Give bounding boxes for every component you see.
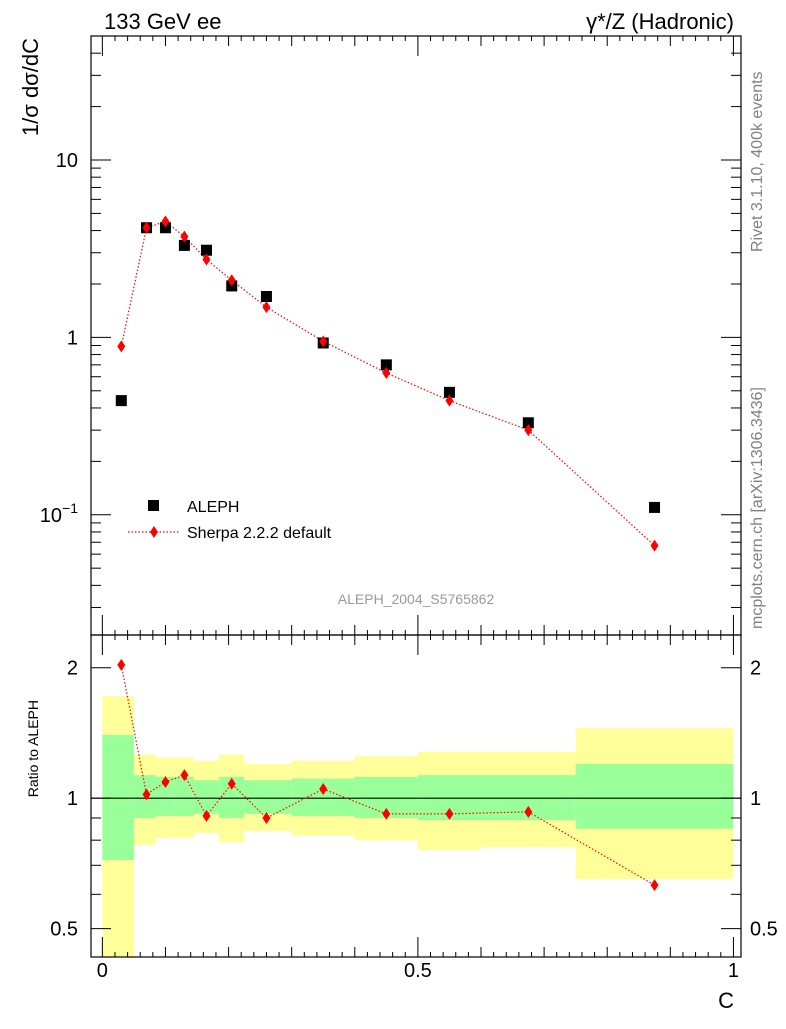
ratio-xtick-label-0: 0 xyxy=(97,960,108,982)
ratio-sherpa-point-8 xyxy=(382,807,391,820)
aleph-point-9 xyxy=(443,386,455,398)
ratio-sherpa-point-9 xyxy=(445,807,454,820)
sherpa-point-8 xyxy=(382,366,391,379)
legend: ALEPH Sherpa 2.2.2 default xyxy=(128,499,332,542)
legend-marker-sherpa xyxy=(150,526,158,538)
legend-label-aleph: ALEPH xyxy=(187,499,239,516)
aleph-point-3 xyxy=(178,239,190,251)
header-left: 133 GeV ee xyxy=(104,9,221,34)
legend-label-sherpa: Sherpa 2.2.2 default xyxy=(187,525,332,542)
green-band-6 xyxy=(244,780,292,814)
ratio-sherpa-point-2 xyxy=(161,775,170,788)
green-band-0 xyxy=(102,734,134,860)
sherpa-line xyxy=(120,220,655,547)
main-plot: 10 1 10−1 ALEPH_2004_S5765862 1/σ dσ/dC AL… xyxy=(18,35,742,636)
ratio-sherpa-point-4 xyxy=(202,809,211,822)
main-ytick-label-1: 1 xyxy=(67,327,78,349)
ratio-ytick-label-left-1: 1 xyxy=(67,788,78,810)
main-ylabel: 1/σ dσ/dC xyxy=(18,38,43,136)
aleph-point-0 xyxy=(115,395,127,407)
ratio-xlabel: C xyxy=(718,988,734,1013)
sherpa-point-11 xyxy=(650,539,659,552)
sherpa-point-5 xyxy=(227,274,236,287)
aleph-point-4 xyxy=(200,244,212,256)
main-ytick-label-2: 10−1 xyxy=(40,500,78,527)
ratio-sherpa-point-5 xyxy=(227,777,236,790)
side-label-rivet: Rivet 3.1.10, 400k events xyxy=(749,71,766,252)
sherpa-point-3 xyxy=(180,230,189,243)
sherpa-point-2 xyxy=(161,215,170,228)
ratio-sherpa-point-6 xyxy=(262,812,271,825)
sherpa-point-10 xyxy=(524,424,533,437)
sherpa-point-0 xyxy=(117,340,126,353)
ratio-ytick-label-right-1: 1 xyxy=(750,788,761,810)
ratio-ytick-label-left-2: 0.5 xyxy=(50,919,78,941)
aleph-point-11 xyxy=(649,501,661,513)
ratio-sherpa-point-1 xyxy=(142,788,151,801)
sherpa-point-7 xyxy=(319,335,328,348)
ratio-ylabel: Ratio to ALEPH xyxy=(25,700,41,797)
main-axes-layer: 10 1 10−1 xyxy=(40,35,742,636)
main-data-layer xyxy=(115,215,661,552)
aleph-point-6 xyxy=(260,291,272,303)
sherpa-point-1 xyxy=(142,221,151,234)
sherpa-point-6 xyxy=(262,301,271,314)
ratio-sherpa-line xyxy=(120,664,655,886)
ratio-ytick-label-right-2: 0.5 xyxy=(750,919,778,941)
ratio-ytick-label-right-0: 2 xyxy=(750,658,761,680)
ratio-sherpa-point-3 xyxy=(180,769,189,782)
ratio-ytick-label-left-0: 2 xyxy=(67,658,78,680)
ratio-sherpa-point-10 xyxy=(524,805,533,818)
ratio-data-layer xyxy=(91,658,741,957)
ratio-plot: 2 2 1 1 0.5 0.5 0 0.5 1 Ratio to ALEPH C xyxy=(25,634,778,1013)
ratio-axes-layer: 2 2 1 1 0.5 0.5 0 0.5 1 xyxy=(50,634,778,982)
sherpa-point-9 xyxy=(445,394,454,407)
aleph-point-2 xyxy=(159,222,171,234)
main-frame xyxy=(90,35,742,636)
green-band-2 xyxy=(156,776,175,816)
ratio-sherpa-point-7 xyxy=(319,782,328,795)
sherpa-point-4 xyxy=(202,253,211,266)
ratio-frame xyxy=(90,634,742,958)
ratio-sherpa-point-11 xyxy=(650,879,659,892)
header-right: γ*/Z (Hadronic) xyxy=(586,9,734,34)
main-annotation: ALEPH_2004_S5765862 xyxy=(338,591,495,607)
side-label-mcplots: mcplots.cern.ch [arXiv:1306.3436] xyxy=(749,387,766,629)
green-band-3 xyxy=(174,776,194,816)
aleph-point-8 xyxy=(380,359,392,371)
ratio-xtick-label-1: 0.5 xyxy=(404,960,432,982)
green-band-11 xyxy=(575,763,734,829)
aleph-point-10 xyxy=(522,417,534,429)
green-band-4 xyxy=(193,780,220,814)
legend-marker-aleph xyxy=(148,500,159,511)
ratio-xtick-label-2: 1 xyxy=(728,960,739,982)
ratio-sherpa-point-0 xyxy=(117,658,126,671)
main-ytick-label-0: 10 xyxy=(56,150,78,172)
